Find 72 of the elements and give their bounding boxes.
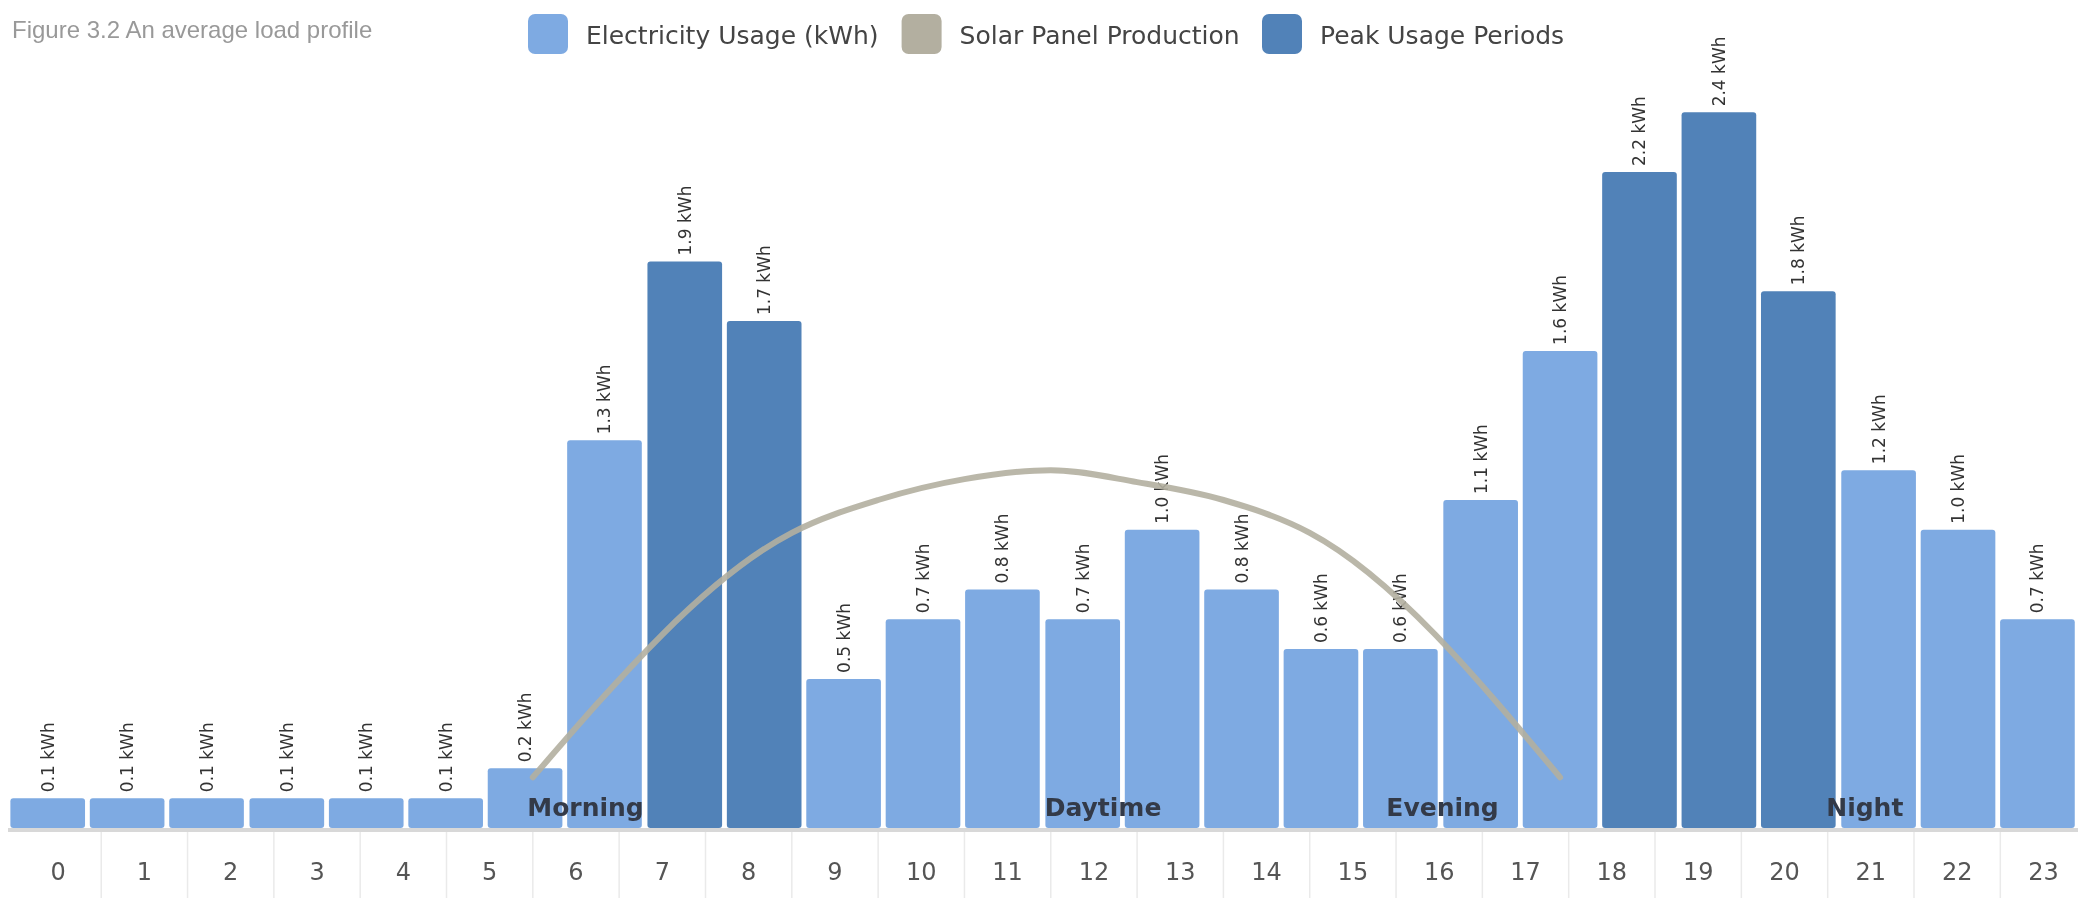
data-label: 2.4 kWh bbox=[1708, 36, 1729, 107]
x-tick-label: 14 bbox=[1251, 858, 1282, 886]
x-tick-label: 17 bbox=[1510, 858, 1541, 886]
x-tick-label: 6 bbox=[568, 858, 584, 886]
bar bbox=[10, 798, 86, 828]
x-tick-label: 20 bbox=[1769, 858, 1800, 886]
data-label: 1.0 kWh bbox=[1948, 453, 1969, 524]
data-label: 0.1 kWh bbox=[37, 722, 58, 793]
bar bbox=[328, 798, 404, 828]
bar bbox=[1204, 589, 1279, 828]
x-tick-label: 0 bbox=[50, 858, 66, 886]
bar bbox=[408, 798, 483, 828]
x-tick-label: 1 bbox=[136, 858, 153, 886]
data-label: 2.2 kWh bbox=[1629, 96, 1650, 166]
x-tick-label: 15 bbox=[1337, 858, 1369, 886]
data-label: 0.6 kWh bbox=[1310, 573, 1331, 644]
x-tick-label: 23 bbox=[2028, 858, 2059, 886]
legend-label: Peak Usage Periods bbox=[1320, 21, 1565, 50]
x-tick-label: 19 bbox=[1682, 858, 1714, 886]
data-label: 1.7 kWh bbox=[754, 245, 775, 316]
data-label: 1.2 kWh bbox=[1868, 394, 1889, 465]
x-tick-label: 22 bbox=[1941, 858, 1973, 886]
data-label: 1.1 kWh bbox=[1470, 424, 1491, 494]
data-label: 0.8 kWh bbox=[992, 513, 1013, 584]
bar bbox=[726, 321, 802, 828]
bar bbox=[169, 798, 244, 828]
x-tick-label: 2 bbox=[223, 858, 239, 886]
data-label: 0.5 kWh bbox=[833, 603, 854, 673]
legend-label: Electricity Usage (kWh) bbox=[586, 21, 879, 50]
data-label: 1.8 kWh bbox=[1788, 215, 1809, 286]
data-label: 0.1 kWh bbox=[435, 722, 456, 793]
bar bbox=[249, 798, 325, 828]
bar bbox=[1602, 172, 1677, 828]
x-tick-label: 12 bbox=[1078, 858, 1110, 886]
data-label: 0.1 kWh bbox=[276, 722, 297, 793]
data-label: 1.6 kWh bbox=[1550, 275, 1571, 345]
x-tick-label: 9 bbox=[827, 858, 843, 886]
x-tick-label: 21 bbox=[1855, 858, 1887, 886]
x-tick-label: 4 bbox=[395, 858, 411, 886]
data-label: 0.8 kWh bbox=[1231, 513, 1252, 584]
data-label: 1.3 kWh bbox=[594, 364, 615, 435]
data-label: 0.7 kWh bbox=[2027, 543, 2048, 614]
legend-label: Solar Panel Production bbox=[959, 21, 1240, 50]
data-label: 0.2 kWh bbox=[515, 692, 536, 763]
bar bbox=[1283, 649, 1359, 828]
data-label: 0.6 kWh bbox=[1390, 573, 1411, 644]
x-tick-label: 5 bbox=[482, 858, 498, 886]
data-label: 0.7 kWh bbox=[913, 543, 934, 614]
data-label: 1.9 kWh bbox=[674, 185, 695, 256]
x-tick-label: 13 bbox=[1164, 858, 1196, 886]
bar bbox=[2000, 619, 2075, 828]
data-label: 0.1 kWh bbox=[356, 722, 377, 793]
bar bbox=[885, 619, 961, 828]
x-tick-label: 16 bbox=[1423, 858, 1455, 886]
x-tick-label: 3 bbox=[309, 858, 325, 886]
bar bbox=[647, 261, 723, 828]
data-label: 0.1 kWh bbox=[117, 722, 138, 793]
bar bbox=[1681, 112, 1757, 828]
data-label: 1.0 kWh bbox=[1152, 453, 1173, 524]
data-label: 0.7 kWh bbox=[1072, 543, 1093, 614]
bar bbox=[89, 798, 165, 828]
bar bbox=[965, 589, 1040, 828]
x-tick-label: 11 bbox=[992, 858, 1023, 886]
x-tick-label: 8 bbox=[741, 858, 757, 886]
bar bbox=[1920, 529, 1996, 828]
bar bbox=[1522, 350, 1598, 828]
chart-title: Figure 3.2 An average load profile bbox=[12, 16, 373, 43]
x-tick-label: 18 bbox=[1596, 858, 1628, 886]
data-label: 0.1 kWh bbox=[196, 722, 217, 793]
x-tick-label: 10 bbox=[906, 858, 937, 886]
x-tick-label: 7 bbox=[654, 858, 670, 886]
bar bbox=[806, 678, 881, 828]
